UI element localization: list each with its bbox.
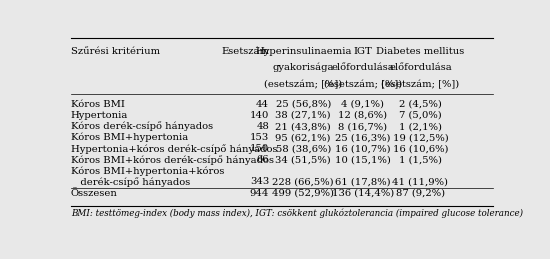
Text: 87 (9,2%): 87 (9,2%) bbox=[396, 189, 445, 198]
Text: BMI: testtömeg-index (body mass index), IGT: csökkent glukóztolerancia (impaired: BMI: testtömeg-index (body mass index), … bbox=[71, 209, 523, 218]
Text: 153: 153 bbox=[250, 133, 269, 142]
Text: 48: 48 bbox=[256, 122, 269, 131]
Text: 4 (9,1%): 4 (9,1%) bbox=[342, 100, 384, 109]
Text: 66: 66 bbox=[257, 155, 269, 164]
Text: 16 (10,6%): 16 (10,6%) bbox=[393, 144, 448, 153]
Text: 61 (17,8%): 61 (17,8%) bbox=[335, 177, 390, 186]
Text: 343: 343 bbox=[250, 177, 269, 186]
Text: (esetszám; [%]): (esetszám; [%]) bbox=[264, 80, 342, 89]
Text: 140: 140 bbox=[250, 111, 269, 120]
Text: előfordulása: előfordulása bbox=[389, 63, 452, 72]
Text: (esetszám; [%]): (esetszám; [%]) bbox=[324, 80, 402, 89]
Text: Szűrési kritérium: Szűrési kritérium bbox=[71, 47, 160, 56]
Text: 228 (66,5%): 228 (66,5%) bbox=[272, 177, 334, 186]
Text: Kóros BMI+hypertonia+kóros: Kóros BMI+hypertonia+kóros bbox=[71, 166, 224, 176]
Text: 38 (27,1%): 38 (27,1%) bbox=[276, 111, 331, 120]
Text: 12 (8,6%): 12 (8,6%) bbox=[338, 111, 387, 120]
Text: gyakorisága: gyakorisága bbox=[272, 63, 334, 73]
Text: 25 (16,3%): 25 (16,3%) bbox=[335, 133, 390, 142]
Text: 944: 944 bbox=[250, 189, 269, 198]
Text: (esetszám; [%]): (esetszám; [%]) bbox=[381, 80, 460, 89]
Text: 2 (4,5%): 2 (4,5%) bbox=[399, 100, 442, 109]
Text: 95 (62,1%): 95 (62,1%) bbox=[276, 133, 331, 142]
Text: 1 (1,5%): 1 (1,5%) bbox=[399, 155, 442, 164]
Text: 41 (11,9%): 41 (11,9%) bbox=[392, 177, 448, 186]
Text: IGT: IGT bbox=[354, 47, 372, 56]
Text: 8 (16,7%): 8 (16,7%) bbox=[338, 122, 387, 131]
Text: 499 (52,9%): 499 (52,9%) bbox=[272, 189, 334, 198]
Text: Kóros derék-csípő hányados: Kóros derék-csípő hányados bbox=[71, 122, 213, 132]
Text: 34 (51,5%): 34 (51,5%) bbox=[276, 155, 331, 164]
Text: Hypertonia+kóros derék-csípő hányados: Hypertonia+kóros derék-csípő hányados bbox=[71, 144, 277, 154]
Text: előfordulása: előfordulása bbox=[332, 63, 394, 72]
Text: 150: 150 bbox=[250, 144, 269, 153]
Text: Diabetes mellitus: Diabetes mellitus bbox=[376, 47, 465, 56]
Text: 10 (15,1%): 10 (15,1%) bbox=[335, 155, 391, 164]
Text: 21 (43,8%): 21 (43,8%) bbox=[276, 122, 331, 131]
Text: Esetszám: Esetszám bbox=[221, 47, 269, 56]
Text: Hyperinsulinaemia: Hyperinsulinaemia bbox=[255, 47, 351, 56]
Text: Kóros BMI: Kóros BMI bbox=[71, 100, 125, 109]
Text: 25 (56,8%): 25 (56,8%) bbox=[276, 100, 331, 109]
Text: 7 (5,0%): 7 (5,0%) bbox=[399, 111, 442, 120]
Text: Kóros BMI+hypertonia: Kóros BMI+hypertonia bbox=[71, 133, 188, 142]
Text: 58 (38,6%): 58 (38,6%) bbox=[276, 144, 331, 153]
Text: 16 (10,7%): 16 (10,7%) bbox=[335, 144, 390, 153]
Text: 44: 44 bbox=[256, 100, 269, 109]
Text: 136 (14,4%): 136 (14,4%) bbox=[332, 189, 394, 198]
Text: derék-csípő hányados: derék-csípő hányados bbox=[71, 177, 190, 187]
Text: Hypertonia: Hypertonia bbox=[71, 111, 128, 120]
Text: Összesen: Összesen bbox=[71, 189, 118, 198]
Text: Kóros BMI+kóros derék-csípő hányados: Kóros BMI+kóros derék-csípő hányados bbox=[71, 155, 274, 165]
Text: 1 (2,1%): 1 (2,1%) bbox=[399, 122, 442, 131]
Text: 19 (12,5%): 19 (12,5%) bbox=[393, 133, 448, 142]
